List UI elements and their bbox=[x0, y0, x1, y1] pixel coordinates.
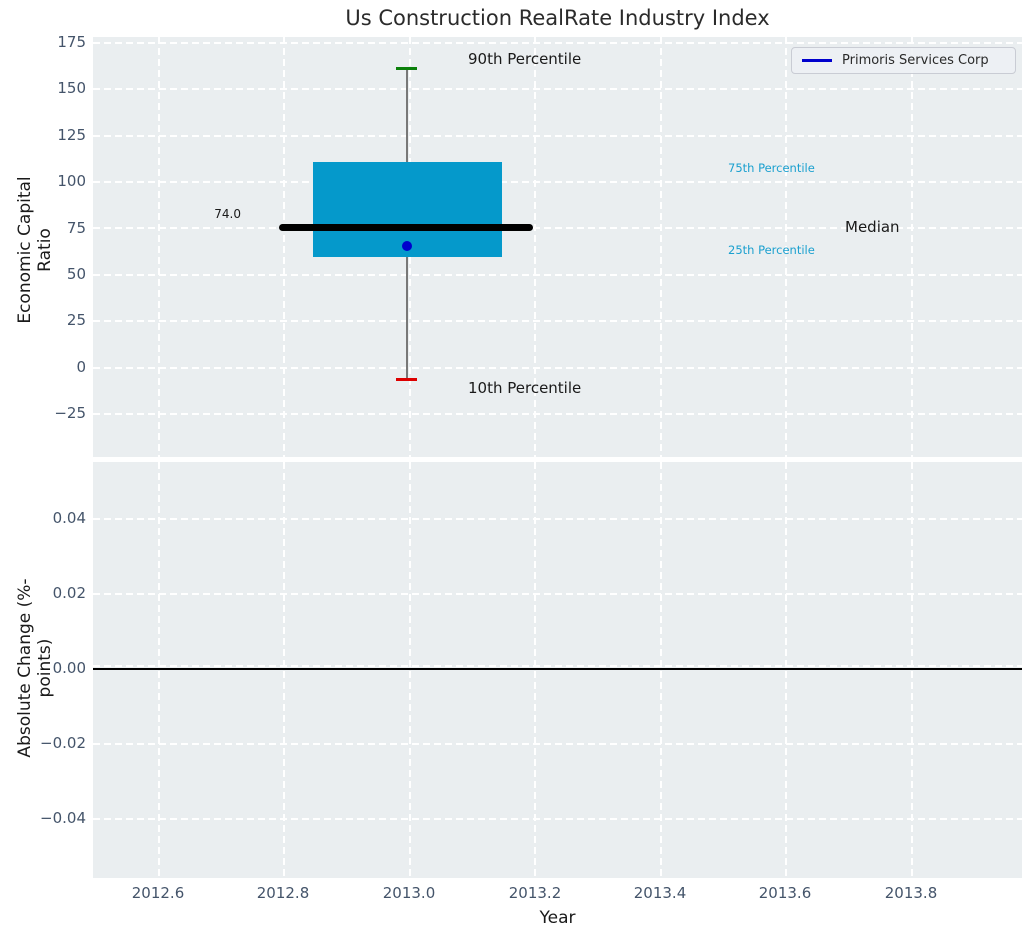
bottom-y-axis-label: Absolute Change (%-points) bbox=[15, 578, 55, 758]
ytick-label: 100 bbox=[57, 172, 86, 190]
gridline-h bbox=[93, 665, 1022, 667]
p75-annotation: 75th Percentile bbox=[728, 161, 815, 175]
company-point-marker bbox=[402, 241, 412, 251]
ytick-label: 0 bbox=[76, 358, 86, 376]
xtick-label: 2013.2 bbox=[508, 884, 562, 902]
gridline-v bbox=[283, 462, 285, 878]
gridline-h bbox=[93, 413, 1022, 415]
gridline-v bbox=[785, 462, 787, 878]
gridline-h bbox=[93, 42, 1022, 44]
gridline-v bbox=[911, 462, 913, 878]
ytick-label: 175 bbox=[57, 33, 86, 51]
legend: Primoris Services Corp bbox=[791, 47, 1016, 74]
p90-cap bbox=[396, 67, 417, 70]
median-line bbox=[279, 224, 533, 231]
ytick-label: 75 bbox=[66, 219, 86, 237]
gridline-v bbox=[534, 37, 536, 457]
xtick-label: 2013.6 bbox=[758, 884, 812, 902]
chart-title: Us Construction RealRate Industry Index bbox=[345, 6, 770, 30]
ytick-label: 125 bbox=[57, 126, 86, 144]
gridline-v bbox=[660, 37, 662, 457]
gridline-h bbox=[93, 367, 1022, 369]
bottom-axes bbox=[93, 462, 1022, 878]
ytick-label: −0.04 bbox=[40, 809, 86, 827]
ytick-label: 0.00 bbox=[52, 659, 86, 677]
ytick-label: 0.02 bbox=[52, 584, 86, 602]
median-value-label: 74.0 bbox=[214, 207, 241, 221]
xtick-label: 2012.6 bbox=[131, 884, 185, 902]
ytick-label: 25 bbox=[66, 311, 86, 329]
gridline-v bbox=[158, 37, 160, 457]
p10-annotation: 10th Percentile bbox=[468, 379, 582, 397]
xtick-label: 2013.8 bbox=[884, 884, 938, 902]
ytick-label: 0.04 bbox=[52, 509, 86, 527]
top-y-axis-label: Economic Capital Ratio bbox=[15, 176, 55, 324]
gridline-v bbox=[534, 462, 536, 878]
xtick-label: 2013.0 bbox=[382, 884, 436, 902]
gridline-h bbox=[93, 135, 1022, 137]
ytick-label: 150 bbox=[57, 79, 86, 97]
legend-line-sample bbox=[802, 59, 832, 62]
gridline-h bbox=[93, 227, 1022, 229]
zero-reference-line bbox=[93, 668, 1022, 670]
gridline-v bbox=[785, 37, 787, 457]
gridline-v bbox=[911, 37, 913, 457]
ytick-label: −0.02 bbox=[40, 734, 86, 752]
p10-cap bbox=[396, 378, 417, 381]
p25-annotation: 25th Percentile bbox=[728, 243, 815, 257]
xtick-label: 2012.8 bbox=[256, 884, 310, 902]
gridline-v bbox=[283, 37, 285, 457]
gridline-h bbox=[93, 743, 1022, 745]
gridline-h bbox=[93, 818, 1022, 820]
legend-label: Primoris Services Corp bbox=[842, 53, 989, 68]
gridline-h bbox=[93, 181, 1022, 183]
xtick-label: 2013.4 bbox=[633, 884, 687, 902]
gridline-h bbox=[93, 274, 1022, 276]
gridline-v bbox=[409, 462, 411, 878]
median-annotation: Median bbox=[845, 218, 900, 236]
p90-annotation: 90th Percentile bbox=[468, 50, 582, 68]
gridline-h bbox=[93, 320, 1022, 322]
gridline-v bbox=[158, 462, 160, 878]
ytick-label: −25 bbox=[54, 404, 86, 422]
gridline-h bbox=[93, 88, 1022, 90]
gridline-h bbox=[93, 518, 1022, 520]
x-axis-label: Year bbox=[539, 908, 576, 928]
ytick-label: 50 bbox=[66, 265, 86, 283]
top-axes: 90th Percentile 75th Percentile Median 2… bbox=[93, 37, 1022, 457]
gridline-h bbox=[93, 593, 1022, 595]
gridline-v bbox=[660, 462, 662, 878]
